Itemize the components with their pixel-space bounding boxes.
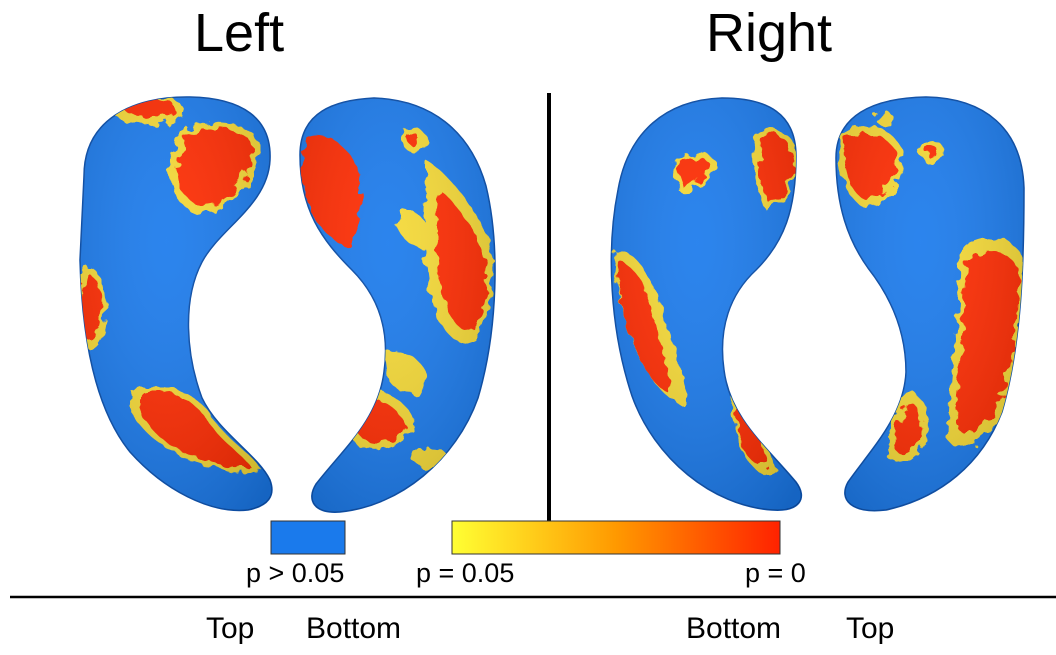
right-bottom-view-surface xyxy=(610,97,803,511)
legend-gradient-start-label: p = 0.05 xyxy=(416,558,515,588)
legend-gradient-end-label: p = 0 xyxy=(745,558,806,588)
left-bottom-view-label: Bottom xyxy=(306,612,402,645)
left-top-view-surface xyxy=(79,96,273,512)
legend-p-value-gradient xyxy=(451,520,781,555)
left-hemisphere-title: Left xyxy=(194,3,285,63)
right-top-view-label: Top xyxy=(846,612,895,645)
right-hemisphere-title: Right xyxy=(706,3,833,63)
right-bottom-view-label: Bottom xyxy=(686,612,782,645)
legend-not-significant-label: p > 0.05 xyxy=(246,558,345,588)
legend-not-significant-swatch xyxy=(270,520,346,555)
left-top-view-label: Top xyxy=(206,612,255,645)
right-top-view-surface xyxy=(835,96,1025,512)
left-bottom-view-surface xyxy=(299,97,496,513)
